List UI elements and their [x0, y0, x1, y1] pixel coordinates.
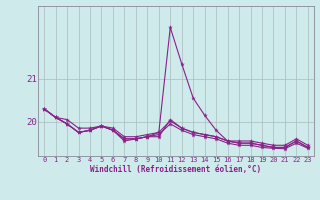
X-axis label: Windchill (Refroidissement éolien,°C): Windchill (Refroidissement éolien,°C): [91, 165, 261, 174]
